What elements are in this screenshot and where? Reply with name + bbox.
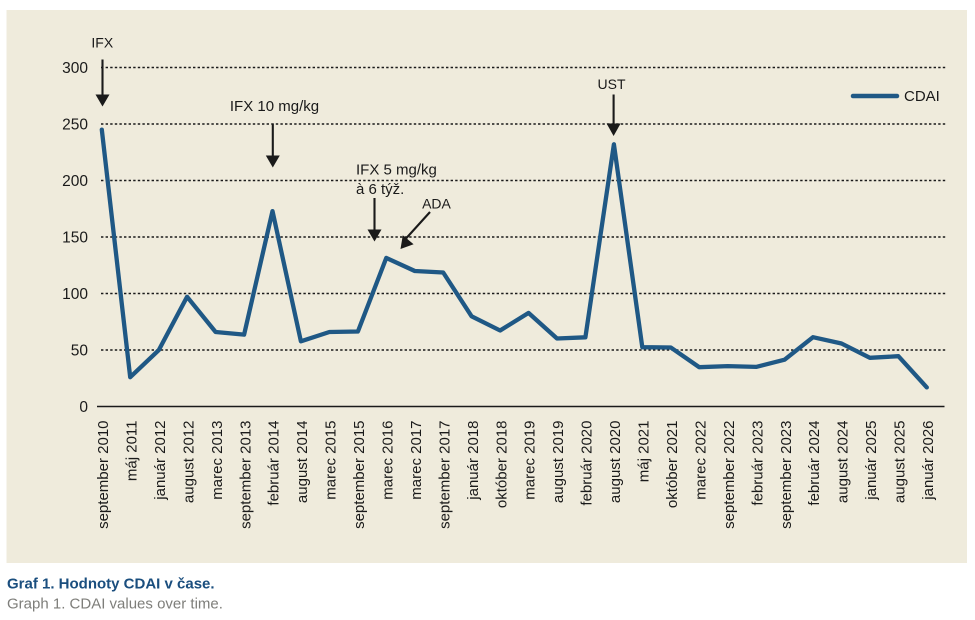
svg-text:300: 300 [62, 60, 88, 77]
svg-text:február 2024: február 2024 [806, 421, 823, 506]
svg-text:január 2026: január 2026 [920, 421, 937, 501]
svg-text:január 2018: január 2018 [465, 421, 482, 501]
svg-text:máj 2021: máj 2021 [636, 421, 653, 483]
svg-text:UST: UST [598, 76, 626, 92]
svg-text:marec 2022: marec 2022 [692, 421, 709, 500]
svg-text:február 2023: február 2023 [749, 421, 766, 506]
svg-text:september 2023: september 2023 [778, 421, 795, 529]
svg-text:0: 0 [79, 399, 88, 416]
svg-text:IFX 5 mg/kg: IFX 5 mg/kg [356, 162, 437, 179]
svg-text:august 2020: august 2020 [607, 421, 624, 504]
svg-text:august 2014: august 2014 [294, 421, 311, 504]
svg-text:Graph 1. CDAI values over time: Graph 1. CDAI values over time. [7, 596, 223, 613]
svg-text:à 6 týž.: à 6 týž. [356, 181, 404, 198]
svg-text:Graf 1. Hodnoty CDAI v čase.: Graf 1. Hodnoty CDAI v čase. [7, 576, 215, 593]
svg-text:február 2014: február 2014 [266, 421, 283, 506]
svg-text:september 2015: september 2015 [351, 421, 368, 529]
svg-text:200: 200 [62, 173, 88, 190]
svg-text:máj 2011: máj 2011 [123, 421, 140, 482]
svg-text:august 2012: august 2012 [180, 421, 197, 504]
svg-text:marec 2015: marec 2015 [323, 421, 340, 500]
svg-text:marec 2013: marec 2013 [209, 421, 226, 500]
svg-text:január 2025: január 2025 [863, 421, 880, 501]
svg-text:september 2010: september 2010 [95, 421, 112, 529]
svg-text:100: 100 [62, 286, 88, 303]
svg-text:marec 2016: marec 2016 [380, 421, 397, 500]
svg-text:september 2022: september 2022 [721, 421, 738, 529]
svg-text:ADA: ADA [422, 196, 451, 212]
svg-text:CDAI: CDAI [904, 88, 940, 105]
svg-text:január 2012: január 2012 [152, 421, 169, 501]
svg-text:marec 2019: marec 2019 [522, 421, 539, 500]
svg-text:150: 150 [62, 230, 88, 247]
svg-text:august 2024: august 2024 [835, 421, 852, 504]
svg-text:október 2018: október 2018 [493, 421, 510, 509]
svg-text:250: 250 [62, 117, 88, 134]
svg-text:august 2019: august 2019 [550, 421, 567, 504]
svg-text:50: 50 [71, 343, 89, 360]
svg-text:október 2021: október 2021 [664, 421, 681, 509]
svg-text:september 2013: september 2013 [237, 421, 254, 529]
svg-text:marec 2017: marec 2017 [408, 421, 425, 500]
svg-text:február 2020: február 2020 [579, 421, 596, 506]
svg-text:IFX 10 mg/kg: IFX 10 mg/kg [230, 98, 319, 115]
svg-text:IFX: IFX [91, 35, 113, 51]
svg-text:august 2025: august 2025 [892, 421, 909, 504]
svg-text:september 2017: september 2017 [436, 421, 453, 529]
